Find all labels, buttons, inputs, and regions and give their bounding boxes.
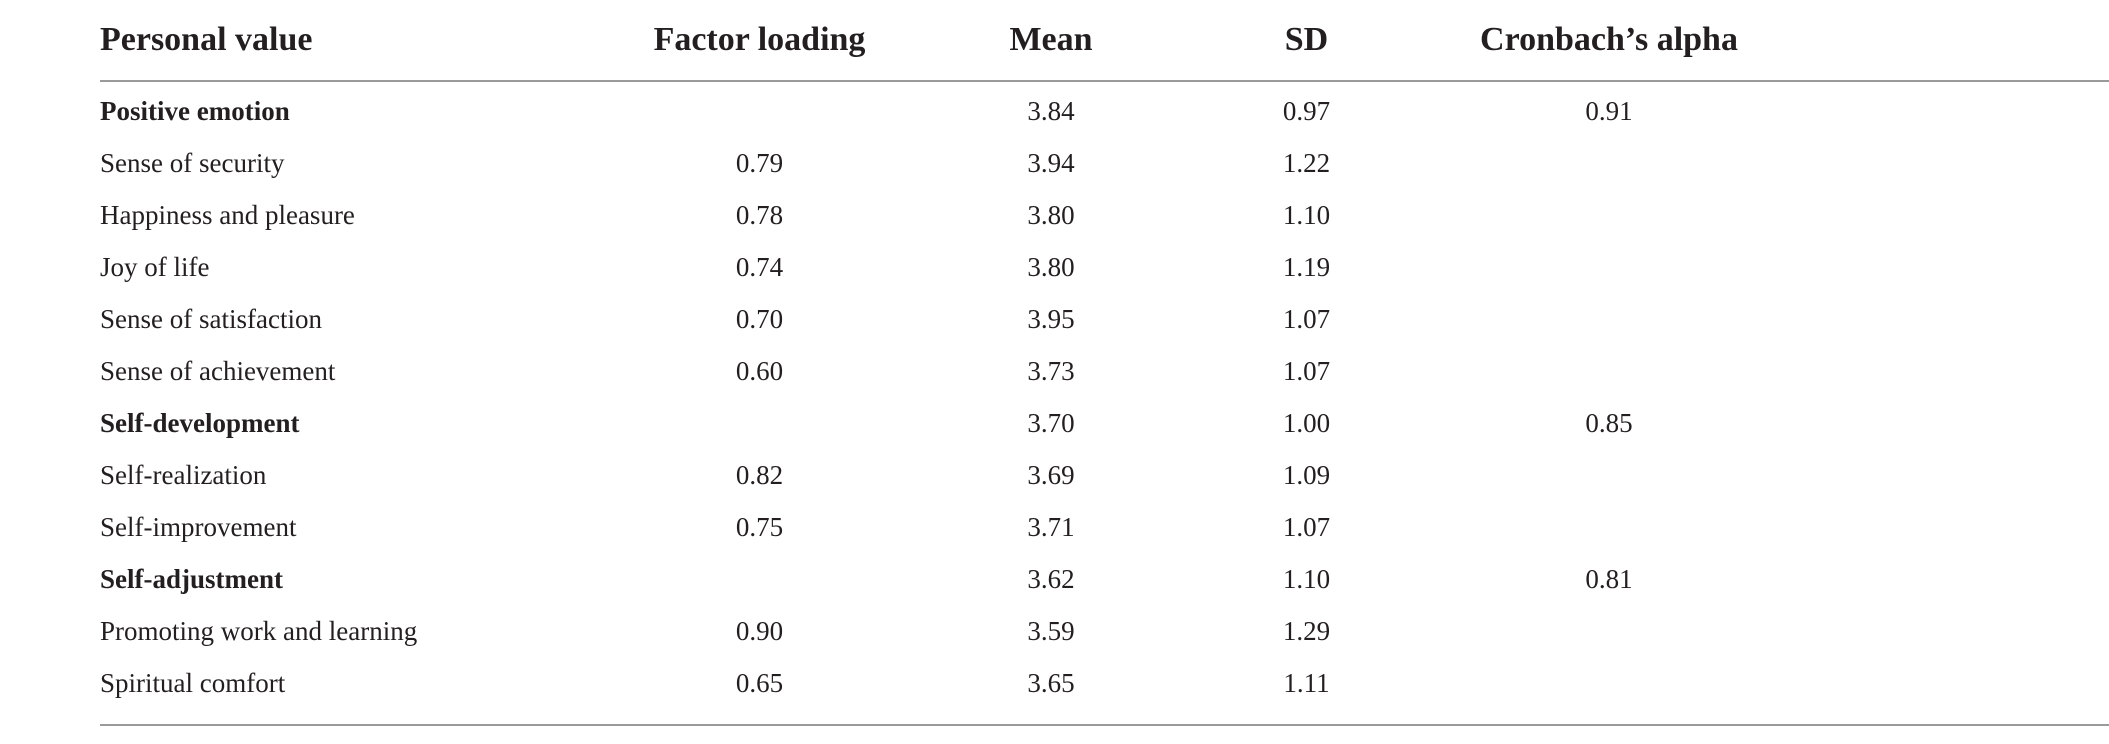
cell-personal-value: Self-improvement xyxy=(100,511,297,542)
cell-mean: 3.94 xyxy=(1027,147,1075,178)
cell-personal-value: Sense of satisfaction xyxy=(100,303,322,334)
header-factor-loading: Factor loading xyxy=(653,21,866,58)
cell-personal-value: Spiritual comfort xyxy=(100,667,286,698)
cell-sd: 1.22 xyxy=(1282,147,1331,178)
cell-sd: 1.00 xyxy=(1282,407,1331,438)
cell-sd: 1.11 xyxy=(1283,667,1330,698)
table-group-row: Self-adjustment 3.62 1.10 0.81 xyxy=(100,553,2109,605)
table-row: Happiness and pleasure 0.78 3.80 1.10 xyxy=(100,189,2109,241)
table-group-row: Positive emotion 3.84 0.97 0.91 xyxy=(100,85,2109,137)
table-row: Joy of life 0.74 3.80 1.19 xyxy=(100,241,2109,293)
cell-personal-value: Joy of life xyxy=(100,251,210,282)
table-row: Self-realization 0.82 3.69 1.09 xyxy=(100,449,2109,501)
table-group-row: Self-development 3.70 1.00 0.85 xyxy=(100,397,2109,449)
personal-value-table: Personal value Factor loading Mean SD Cr… xyxy=(100,0,2109,709)
table-row: Promoting work and learning 0.90 3.59 1.29 xyxy=(100,605,2109,657)
cell-sd: 1.07 xyxy=(1282,355,1331,386)
cell-sd: 1.10 xyxy=(1282,563,1331,594)
table-row: Spiritual comfort 0.65 3.65 1.11 xyxy=(100,657,2109,709)
cell-mean: 3.80 xyxy=(1027,251,1075,282)
cell-mean: 3.65 xyxy=(1027,667,1075,698)
header-cronbach-alpha: Cronbach’s alpha xyxy=(1480,21,1738,58)
cell-factor-loading: 0.78 xyxy=(735,199,784,230)
cell-personal-value: Self-adjustment xyxy=(100,563,283,594)
cell-factor-loading: 0.60 xyxy=(735,355,784,386)
cell-personal-value: Happiness and pleasure xyxy=(100,199,355,230)
cell-factor-loading: 0.65 xyxy=(735,667,784,698)
cell-mean: 3.62 xyxy=(1027,563,1075,594)
cell-sd: 0.97 xyxy=(1282,95,1331,126)
cell-personal-value: Self-development xyxy=(100,407,300,438)
cell-mean: 3.84 xyxy=(1027,95,1075,126)
cell-sd: 1.09 xyxy=(1282,459,1331,490)
table-row: Sense of security 0.79 3.94 1.22 xyxy=(100,137,2109,189)
table-header-row: Personal value Factor loading Mean SD Cr… xyxy=(100,0,2109,82)
cell-factor-loading: 0.79 xyxy=(735,147,784,178)
cell-personal-value: Positive emotion xyxy=(100,95,290,126)
cell-personal-value: Promoting work and learning xyxy=(100,615,418,646)
header-personal-value: Personal value xyxy=(100,21,313,58)
cell-mean: 3.73 xyxy=(1027,355,1075,386)
header-sd: SD xyxy=(1284,21,1329,58)
cell-sd: 1.10 xyxy=(1282,199,1331,230)
cell-mean: 3.80 xyxy=(1027,199,1075,230)
cell-cronbach-alpha: 0.81 xyxy=(1585,563,1633,594)
cell-factor-loading: 0.82 xyxy=(735,459,784,490)
cell-factor-loading: 0.75 xyxy=(735,511,784,542)
cell-sd: 1.29 xyxy=(1282,615,1331,646)
table-row: Self-improvement 0.75 3.71 1.07 xyxy=(100,501,2109,553)
cell-cronbach-alpha: 0.85 xyxy=(1585,407,1633,438)
cell-mean: 3.59 xyxy=(1027,615,1075,646)
cell-sd: 1.07 xyxy=(1282,511,1331,542)
cell-factor-loading: 0.70 xyxy=(735,303,784,334)
cell-mean: 3.95 xyxy=(1027,303,1075,334)
table-bottom-rule xyxy=(100,724,2109,726)
cell-factor-loading: 0.74 xyxy=(735,251,784,282)
cell-sd: 1.07 xyxy=(1282,303,1331,334)
table-row: Sense of satisfaction 0.70 3.95 1.07 xyxy=(100,293,2109,345)
cell-personal-value: Sense of security xyxy=(100,147,285,178)
table-row: Sense of achievement 0.60 3.73 1.07 xyxy=(100,345,2109,397)
cell-mean: 3.71 xyxy=(1027,511,1075,542)
cell-factor-loading: 0.90 xyxy=(735,615,784,646)
cell-mean: 3.69 xyxy=(1027,459,1075,490)
table-body: Positive emotion 3.84 0.97 0.91 Sense of sec… xyxy=(100,82,2109,709)
cell-cronbach-alpha: 0.91 xyxy=(1585,95,1633,126)
cell-personal-value: Sense of achievement xyxy=(100,355,336,386)
cell-mean: 3.70 xyxy=(1027,407,1075,438)
header-mean: Mean xyxy=(1009,21,1093,58)
cell-sd: 1.19 xyxy=(1282,251,1331,282)
cell-personal-value: Self-realization xyxy=(100,459,267,490)
